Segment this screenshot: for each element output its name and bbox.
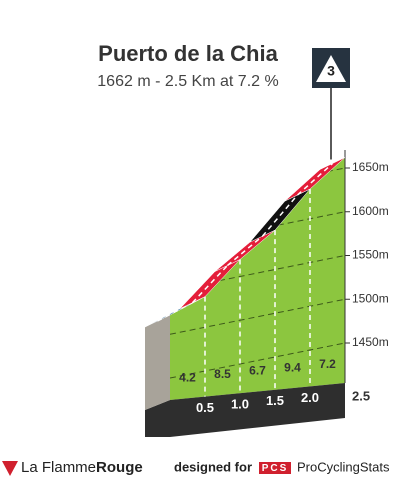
footer: La FlammeRouge designed for PCS ProCycli… (2, 459, 390, 476)
gradient-label: 7.2 (319, 357, 336, 371)
gradient-label: 8.5 (214, 367, 231, 381)
road-segment (284, 157, 346, 202)
category: 3 (327, 63, 335, 79)
y-tick-label: 1450m (352, 335, 389, 349)
plot: 1450m 1500m 1550m 1600m 1650m 4.2 8.5 6.7 9.4 7.2… (144, 88, 389, 437)
pcs-name: ProCyclingStats (297, 459, 390, 474)
road-dash (296, 162, 334, 196)
badge-triangle (316, 55, 346, 82)
x-tick-label: 2.5 (352, 388, 370, 403)
gradient-label: 4.2 (179, 370, 196, 384)
road-dash (261, 194, 299, 237)
road-dash (157, 301, 193, 322)
brand-part: La Flamme (21, 459, 96, 476)
y-tick-label: 1500m (352, 291, 389, 305)
gradient-label: 9.4 (284, 360, 301, 374)
brand: La FlammeRouge (21, 459, 143, 476)
y-tick-label: 1650m (352, 160, 389, 174)
x-tick-label: 1.5 (266, 393, 284, 408)
gradient-label: 6.7 (249, 364, 266, 378)
x-tick-label: 2.0 (301, 390, 319, 405)
flag-icon (2, 461, 18, 476)
title: Puerto de la Chia (98, 41, 278, 66)
road-dash (227, 235, 263, 267)
pcs-logo-text: PCS (262, 463, 289, 474)
side-face (170, 157, 345, 400)
front-face (145, 315, 170, 410)
pcs-logo (259, 462, 291, 474)
y-tick-label: 1550m (352, 248, 389, 262)
subtitle: 1662 m - 2.5 Km at 7.2 % (97, 73, 278, 90)
base (145, 383, 345, 437)
x-tick-label: 1.0 (231, 397, 249, 412)
x-tick-label: 0.5 (196, 400, 214, 415)
brand-part: Rouge (96, 459, 143, 476)
designed-for: designed for (174, 459, 252, 474)
y-tick-label: 1600m (352, 204, 389, 218)
